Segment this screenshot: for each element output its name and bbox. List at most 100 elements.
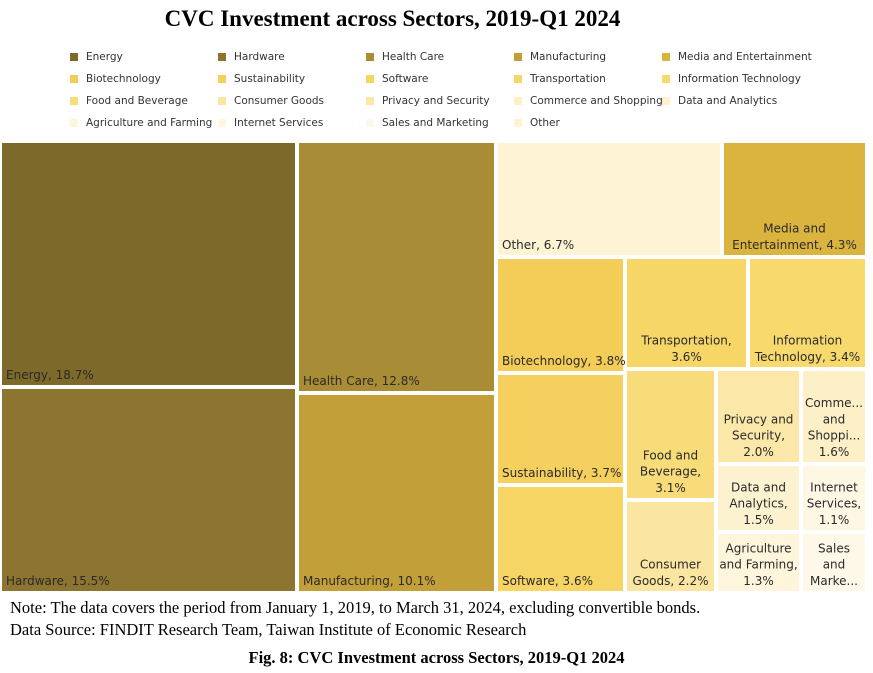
legend-swatch	[514, 119, 522, 127]
tile-label: Biotechnology, 3.8%	[502, 354, 626, 368]
legend-swatch	[366, 53, 374, 61]
tile-label: Sustainability, 3.7%	[502, 466, 621, 480]
tile-label: Technology, 3.4%	[754, 350, 860, 364]
tile-rect	[801, 532, 867, 593]
tile-label: 1.3%	[743, 574, 774, 588]
tile-media-and-entertainment: Media and Entertainment, 4.3%	[722, 141, 867, 257]
tile-sales-and-marketing: Sales and Marke...	[801, 532, 867, 593]
legend-label: Health Care	[382, 51, 445, 63]
tile-rect	[625, 257, 748, 369]
legend-swatch	[218, 53, 226, 61]
tile-rect	[748, 257, 867, 369]
tile-agriculture-and-farming: Agriculture and Farming, 1.3%	[716, 532, 801, 593]
legend-swatch	[366, 97, 374, 105]
tile-label: Shoppi...	[808, 429, 861, 443]
legend-swatch	[218, 75, 226, 83]
legend-swatch	[662, 53, 670, 61]
tile-label: 1.6%	[819, 445, 850, 459]
legend-swatch	[514, 53, 522, 61]
tile-energy: Energy, 18.7%	[0, 141, 297, 387]
tile-food-and-beverage: Food and Beverage, 3.1%	[625, 369, 716, 500]
tile-sustainability: Sustainability, 3.7%	[496, 373, 625, 485]
legend-label: Sustainability	[234, 73, 306, 85]
tile-label: 3.1%	[655, 481, 686, 495]
tile-data-and-analytics: Data and Analytics, 1.5%	[716, 464, 801, 532]
tile-label: and	[823, 412, 846, 426]
legend-swatch	[662, 75, 670, 83]
legend-item-internet-services: Internet Services	[218, 115, 323, 131]
legend-label: Privacy and Security	[382, 95, 490, 107]
tile-label: and	[823, 558, 846, 572]
tile-label: Data and	[731, 480, 786, 494]
legend-swatch	[366, 75, 374, 83]
tile-manufacturing: Manufacturing, 10.1%	[297, 393, 496, 593]
tile-hardware: Hardware, 15.5%	[0, 387, 297, 593]
tile-label: Goods, 2.2%	[633, 574, 709, 588]
tile-label: Security,	[732, 429, 785, 443]
legend-label: Agriculture and Farming	[86, 117, 213, 129]
chart-title: CVC Investment across Sectors, 2019-Q1 2…	[164, 6, 621, 31]
tile-label: Comme...	[805, 396, 863, 410]
tile-label: Health Care, 12.8%	[303, 374, 420, 388]
legend-label: Internet Services	[234, 117, 324, 129]
tile-label: Internet	[810, 480, 858, 494]
legend-label: Data and Analytics	[678, 95, 778, 107]
tile-label: Information	[773, 334, 842, 348]
chart-source: Data Source: FINDIT Research Team, Taiwa…	[10, 620, 527, 639]
treemap-chart: Energy, 18.7% Hardware, 15.5% Health Care,…	[0, 141, 867, 593]
legend-swatch	[70, 53, 78, 61]
legend-swatch	[514, 75, 522, 83]
legend-label: Media and Entertainment	[678, 51, 812, 63]
legend-label: Biotechnology	[86, 73, 161, 85]
legend-label: Manufacturing	[530, 51, 607, 63]
legend-item-energy: Energy	[70, 49, 123, 65]
tile-label: Media and	[763, 222, 825, 236]
legend-label: Other	[530, 117, 560, 129]
tile-rect	[722, 141, 867, 257]
legend-label: Sales and Marketing	[382, 117, 489, 129]
tile-software: Software, 3.6%	[496, 485, 625, 593]
tile-rect	[0, 141, 297, 387]
tile-internet-services: Internet Services, 1.1%	[801, 464, 867, 532]
tile-label: Entertainment, 4.3%	[732, 238, 857, 252]
legend-item-health-care: Health Care	[366, 49, 444, 65]
tile-label: Other, 6.7%	[502, 238, 574, 252]
legend-label: Software	[382, 73, 429, 85]
chart-note: Note: The data covers the period from Ja…	[10, 598, 701, 617]
legend-item-media-and-entertainment: Media and Entertainment	[662, 49, 812, 65]
legend-item-software: Software	[366, 71, 428, 87]
legend-label: Information Technology	[678, 73, 801, 85]
legend-swatch	[70, 119, 78, 127]
tile-rect	[801, 464, 867, 532]
tile-label: Analytics,	[729, 497, 787, 511]
tile-label: Privacy and	[724, 412, 794, 426]
tile-rect	[716, 532, 801, 593]
tile-label: 1.5%	[743, 513, 774, 527]
tile-label: Manufacturing, 10.1%	[303, 574, 436, 588]
legend-label: Energy	[86, 51, 123, 63]
legend-item-information-technology: Information Technology	[662, 71, 801, 87]
tile-rect	[297, 141, 496, 393]
legend-swatch	[218, 119, 226, 127]
tile-label: Energy, 18.7%	[6, 368, 94, 382]
tile-label: Consumer	[640, 558, 701, 572]
tile-rect	[297, 393, 496, 593]
legend-label: Food and Beverage	[86, 95, 188, 107]
tile-transportation: Transportation, 3.6%	[625, 257, 748, 369]
legend-swatch	[70, 75, 78, 83]
tile-label: Food and	[643, 448, 698, 462]
legend-item-food-and-beverage: Food and Beverage	[70, 93, 188, 109]
figure-caption: Fig. 8: CVC Investment across Sectors, 2…	[248, 648, 625, 667]
tile-other: Other, 6.7%	[496, 141, 722, 257]
tile-biotechnology: Biotechnology, 3.8%	[496, 257, 626, 373]
tile-rect	[625, 500, 716, 593]
tile-label: Services,	[807, 497, 861, 511]
tile-label: and Farming,	[719, 558, 797, 572]
tile-rect	[716, 369, 801, 464]
legend-item-other: Other	[514, 115, 560, 131]
legend-swatch	[514, 97, 522, 105]
tile-label: 1.1%	[819, 513, 850, 527]
legend-item-sales-and-marketing: Sales and Marketing	[366, 115, 489, 131]
tile-rect	[625, 369, 716, 500]
legend-item-commerce-and-shopping: Commerce and Shopping	[514, 93, 663, 109]
